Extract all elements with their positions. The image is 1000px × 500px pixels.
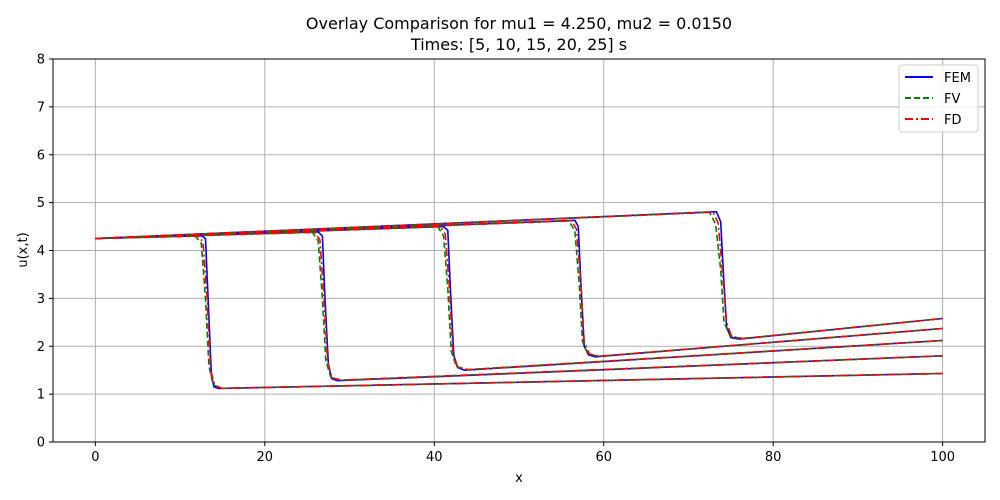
y-tick-label: 5 [37, 196, 45, 211]
series-line-fv-t25 [95, 211, 943, 340]
legend-box [898, 64, 979, 133]
series-line-fem-t20 [95, 219, 943, 358]
series-line-fd-t5 [95, 235, 943, 390]
series-line-fd-t10 [95, 231, 943, 382]
series-line-fv-t15 [95, 225, 943, 371]
series-line-fv-t20 [95, 220, 943, 358]
y-tick-label: 8 [37, 53, 45, 68]
y-tick-label: 4 [37, 244, 45, 259]
series-line-fd-t20 [95, 220, 943, 358]
y-tick-label: 2 [37, 340, 45, 355]
plot-series [95, 210, 943, 390]
y-axis-label: u(x,t) [16, 232, 31, 267]
series-line-fem-t25 [95, 210, 943, 340]
y-tick-label: 0 [37, 436, 45, 451]
x-tick-label: 20 [257, 450, 274, 465]
series-line-fv-t10 [95, 231, 943, 382]
x-tick-label: 0 [91, 450, 99, 465]
x-tick-label: 100 [930, 450, 955, 465]
legend: FEM FV FD [898, 64, 979, 133]
y-tick-label: 7 [37, 100, 45, 115]
x-tick-label: 60 [595, 450, 612, 465]
series-line-fem-t15 [95, 225, 943, 372]
chart-subtitle: Times: [5, 10, 15, 20, 25] s [410, 35, 627, 54]
series-line-fem-t10 [95, 231, 943, 382]
legend-label-fd: FD [944, 113, 962, 128]
chart-title: Overlay Comparison for mu1 = 4.250, mu2 … [306, 14, 732, 33]
axis-ticks: 0 20 40 60 80 100 0 1 2 3 4 5 6 7 8 [37, 53, 955, 466]
legend-label-fem: FEM [944, 71, 971, 86]
legend-label-fv: FV [944, 92, 960, 107]
y-tick-label: 1 [37, 388, 45, 403]
y-tick-label: 6 [37, 148, 45, 163]
series-line-fd-t15 [95, 225, 943, 371]
series-line-fd-t25 [95, 211, 943, 340]
x-tick-label: 40 [426, 450, 443, 465]
series-line-fv-t5 [95, 235, 943, 390]
x-tick-label: 80 [765, 450, 782, 465]
series-line-fem-t5 [95, 234, 943, 390]
grid [53, 58, 985, 443]
x-axis-label: x [515, 471, 523, 486]
y-tick-label: 3 [37, 292, 45, 307]
